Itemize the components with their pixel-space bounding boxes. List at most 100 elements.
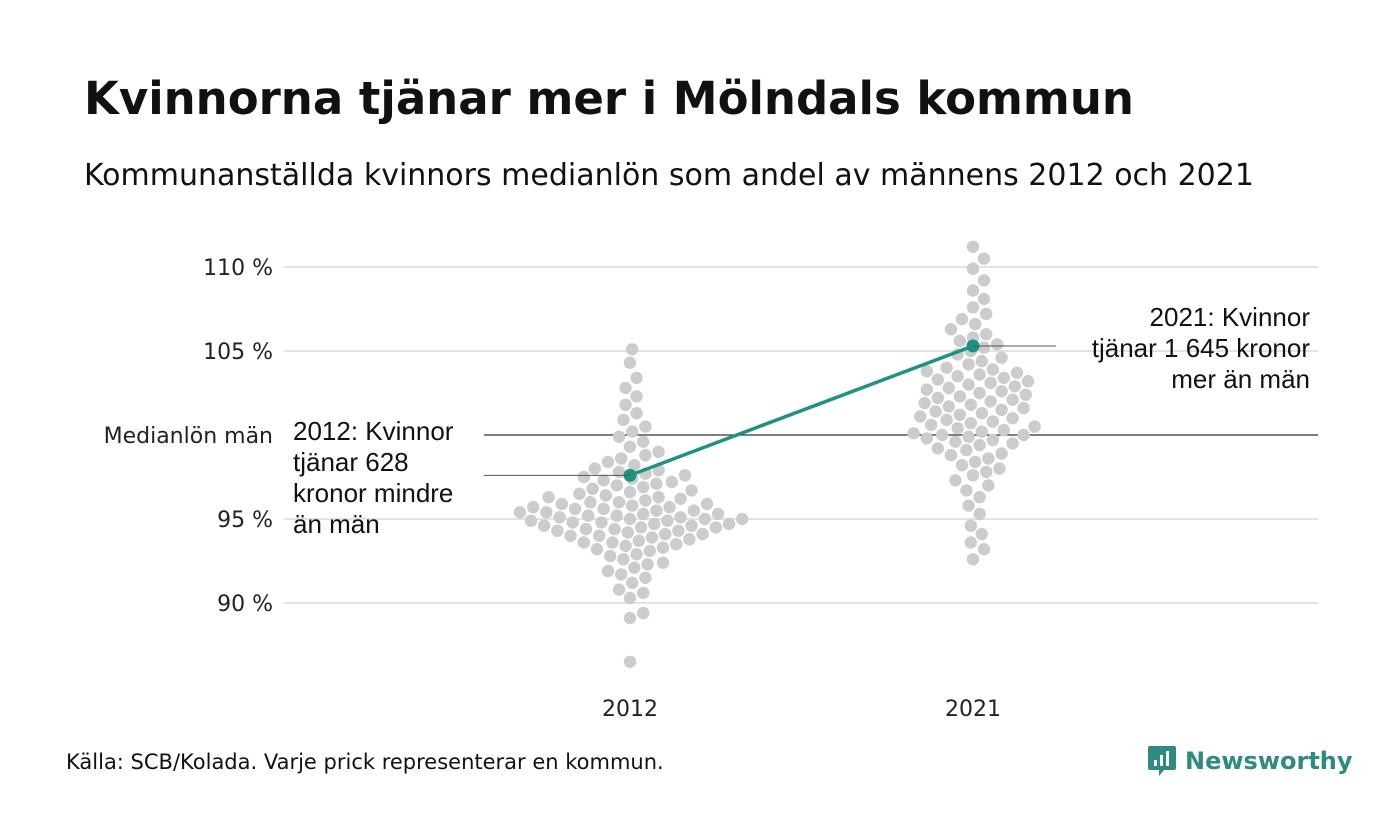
- municipality-dot: [637, 480, 650, 494]
- municipality-dot: [1006, 393, 1019, 406]
- municipality-dot: [980, 328, 993, 341]
- municipality-dot: [975, 527, 988, 541]
- municipality-dot: [612, 583, 626, 596]
- chart-title: Kvinnorna tjänar mer i Mölndals kommun: [84, 72, 1134, 125]
- municipality-dot: [736, 512, 749, 526]
- municipality-dot: [637, 435, 650, 448]
- municipality-dot: [568, 502, 582, 516]
- municipality-dot: [648, 517, 661, 531]
- municipality-dot: [995, 385, 1008, 398]
- municipality-dot: [685, 519, 698, 532]
- municipality-dot: [612, 430, 626, 443]
- municipality-dot: [566, 516, 579, 529]
- municipality-dot: [542, 491, 555, 504]
- municipality-dot: [964, 536, 977, 549]
- municipality-dot: [966, 240, 980, 253]
- municipality-dot: [601, 455, 615, 469]
- municipality-dot: [955, 312, 969, 326]
- municipality-dot: [606, 536, 619, 549]
- municipality-dot: [639, 571, 652, 584]
- municipality-dot: [586, 482, 599, 495]
- municipality-dot: [907, 427, 920, 440]
- y-tick-label: 90 %: [217, 592, 273, 617]
- municipality-dot: [555, 497, 568, 511]
- municipality-dot: [973, 507, 986, 521]
- municipality-dot: [944, 449, 958, 462]
- x-tick-label: 2021: [945, 697, 1001, 722]
- municipality-dot: [1021, 375, 1035, 388]
- municipality-dot: [643, 544, 656, 558]
- municipality-dot: [593, 529, 606, 542]
- municipality-dot: [977, 543, 991, 556]
- municipality-dot: [700, 497, 714, 511]
- y-tick-label: 95 %: [217, 508, 273, 533]
- municipality-dot: [973, 386, 986, 400]
- reference-label: Medianlön män: [104, 424, 273, 449]
- municipality-dot: [623, 591, 637, 605]
- municipality-dot: [637, 606, 650, 620]
- municipality-dot: [962, 378, 975, 391]
- municipality-dot: [619, 539, 632, 553]
- municipality-dot: [960, 484, 973, 497]
- chart-subtitle: Kommunanställda kvinnors medianlön som a…: [84, 158, 1254, 193]
- newsworthy-logo-icon: [1148, 746, 1176, 776]
- municipality-dot: [960, 443, 973, 457]
- municipality-dot: [687, 504, 700, 517]
- municipality-dot: [953, 390, 966, 403]
- municipality-dot: [610, 479, 623, 492]
- municipality-dot: [1028, 420, 1041, 433]
- municipality-dot: [551, 524, 564, 537]
- municipality-dot: [612, 496, 626, 509]
- municipality-dot: [1019, 388, 1032, 401]
- municipality-dot: [966, 469, 980, 482]
- municipality-dot: [615, 568, 628, 581]
- municipality-dot: [966, 284, 980, 297]
- municipality-dot: [966, 301, 980, 314]
- municipality-dot: [914, 410, 927, 423]
- municipality-dot: [672, 524, 685, 537]
- municipality-dot: [1006, 412, 1019, 425]
- municipality-dot: [977, 252, 991, 265]
- municipality-dot: [986, 415, 999, 428]
- municipality-dot: [630, 371, 643, 385]
- municipality-dot: [940, 413, 953, 427]
- municipality-dot: [975, 425, 988, 438]
- municipality-dot: [942, 400, 955, 413]
- municipality-dot: [920, 432, 933, 445]
- municipality-dot: [553, 511, 566, 524]
- municipality-dot: [656, 556, 670, 569]
- municipality-dot: [955, 459, 969, 472]
- municipality-dot: [630, 407, 643, 420]
- municipality-dot: [936, 428, 949, 442]
- municipality-dot: [997, 423, 1010, 437]
- municipality-dot: [661, 514, 674, 527]
- municipality-dot: [995, 403, 1008, 416]
- municipality-dot: [527, 501, 540, 514]
- municipality-dot: [630, 548, 643, 561]
- municipality-dot: [966, 262, 980, 275]
- brand-logo[interactable]: Newsworthy: [1147, 744, 1353, 778]
- municipality-dot: [634, 521, 648, 534]
- municipality-dot: [617, 413, 630, 427]
- municipality-dot: [595, 516, 608, 529]
- source-note: Källa: SCB/Kolada. Varje prick represent…: [66, 750, 664, 774]
- municipality-dot: [980, 307, 993, 321]
- municipality-dot: [709, 521, 722, 534]
- municipality-dot: [670, 538, 683, 551]
- municipality-dot: [678, 469, 692, 482]
- municipality-dot: [949, 474, 962, 487]
- municipality-dot: [674, 492, 687, 505]
- y-tick-label: 105 %: [203, 340, 273, 365]
- municipality-dot: [1017, 401, 1030, 415]
- municipality-dot: [582, 509, 595, 522]
- municipality-dot: [1010, 366, 1024, 379]
- municipality-dot: [982, 452, 995, 465]
- municipality-dot: [962, 430, 975, 443]
- municipality-dot: [626, 425, 639, 438]
- municipality-dot: [639, 420, 652, 433]
- y-tick-label: 110 %: [203, 256, 273, 281]
- municipality-dot: [953, 334, 966, 348]
- municipality-dot: [612, 465, 626, 479]
- municipality-dot: [579, 522, 593, 536]
- municipality-dot: [973, 438, 986, 452]
